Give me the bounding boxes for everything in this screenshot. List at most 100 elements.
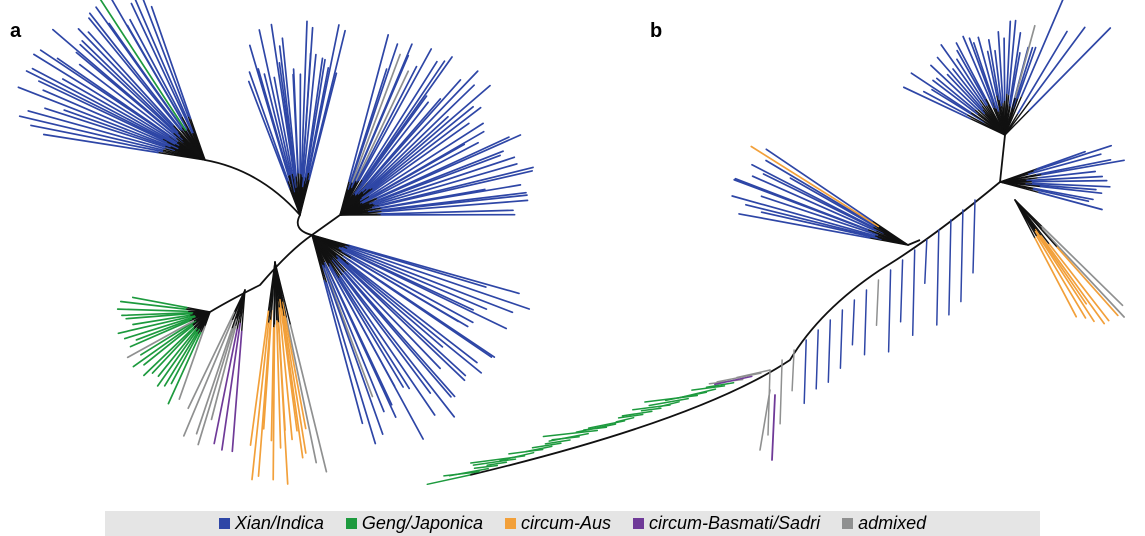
tree-branch [210,325,237,421]
tree-branch [221,322,241,451]
tree-branch [791,349,795,392]
tree-branch [372,170,533,209]
tree-branch [348,264,483,374]
tree-branch [356,65,418,183]
tree-branch [134,0,194,134]
tree-branch [123,315,196,340]
tree-branch [279,298,298,432]
tree-branch [336,258,466,382]
tree-branch [273,76,294,175]
tree-branch [1027,153,1102,175]
tree-branch [167,331,202,405]
tree-branch [150,5,192,120]
tree-branch [734,177,869,231]
tree-branch [714,375,753,386]
tree-branch [52,28,174,134]
tree-branch [1014,24,1036,99]
tree-branch [18,115,164,151]
phylogenetic-tree-a [17,0,534,485]
tree-branch [345,260,478,364]
tree-branch [77,28,179,133]
tree-branch [345,270,441,370]
tree-branch [972,199,976,274]
tree-branch [31,67,176,145]
tree-branch [347,43,399,190]
tree-branch [1017,30,1068,115]
tree-branch [367,194,528,213]
tree-branch [1041,225,1124,307]
tree-branch [380,184,522,210]
tree-branch [1036,150,1086,170]
tree-branch [765,148,874,222]
panel-label-b: b [650,20,663,42]
phylogenetic-tree-b [426,0,1125,486]
tree-branch [930,64,979,111]
tree-branch [1003,37,1006,101]
tree-branch [331,259,456,418]
tree-branch [448,467,489,477]
tree-branch [38,80,168,143]
legend-swatch [505,518,517,529]
tree-branch [972,42,997,109]
tree-branch [1008,32,1022,105]
tree-branch [359,122,470,202]
tree-branch [249,310,270,446]
tree-branch [17,86,171,148]
tree-branch [948,219,952,316]
tree-branch [358,48,433,182]
tree-branch [354,101,429,196]
tree-branch [472,458,517,466]
tree-backbone [469,181,1001,476]
tree-branch [956,58,987,107]
tree-branch [922,90,968,116]
tree-branch [277,322,289,485]
tree-branch [116,308,189,313]
tree-backbone [311,214,341,236]
tree-branch [56,57,179,143]
tree-branch [1033,144,1113,172]
tree-branch [373,150,504,203]
tree-branch [531,442,562,449]
tree-branch [815,329,819,390]
panel-label-a: a [10,20,22,42]
tree-branch [347,247,514,314]
tree-branch [1032,182,1111,188]
tree-branch [362,70,479,192]
tree-branch [129,18,183,118]
tree-branch [486,461,508,467]
tree-branch [1028,27,1112,112]
tree-branch [341,247,488,310]
tree-branch [1009,52,1021,107]
tree-backbone [907,239,921,246]
tree-branch [121,311,194,317]
tree-branch [940,44,981,101]
tree-branch [760,195,879,236]
tree-branch [331,257,456,398]
tree-branch [341,274,432,394]
tree-branch [282,315,307,454]
tree-branch [968,37,994,103]
tree-branch [272,324,276,481]
tree-branch [187,311,236,410]
tree-branch [292,68,299,174]
tree-branch [640,407,662,412]
tree-branch [362,141,479,204]
tree-branch [705,381,735,388]
tree-branch [337,258,467,377]
tree-branch [924,239,928,285]
tree-branch [960,209,964,303]
tree-branch [771,394,776,461]
tree-branch [143,324,194,366]
tree-branch [258,29,296,193]
tree-branch [367,98,442,184]
tree-branch [88,12,183,131]
tree-branch [987,39,1000,101]
tree-branch [278,307,293,441]
tree-branch [343,271,452,398]
tree-branch [372,105,474,190]
legend-swatch [633,518,645,529]
tree-branch [78,63,177,139]
tree-branch [617,413,644,419]
tree-branch [42,89,179,150]
tree-branch [1056,246,1119,317]
